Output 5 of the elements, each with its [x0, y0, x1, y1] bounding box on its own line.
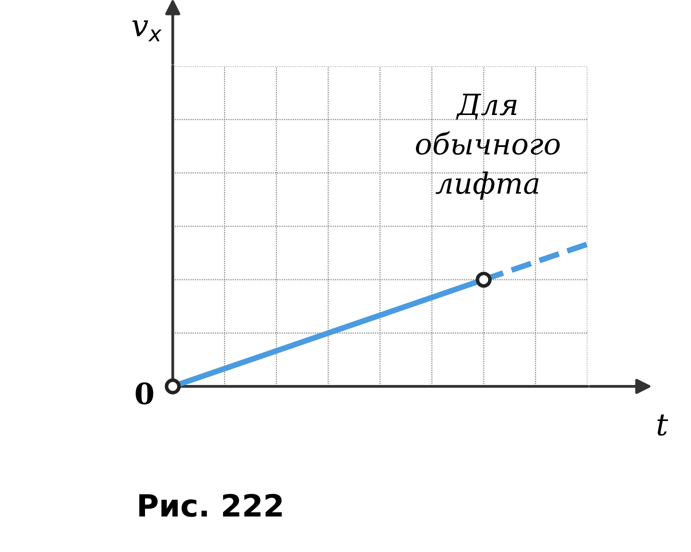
text: Рис. 222 [139, 494, 282, 517]
text: 0 [136, 382, 154, 404]
text: Для обычного лифта [416, 94, 560, 200]
x-axis-title: t [658, 414, 668, 436]
text: v$_{x}$ [132, 20, 162, 42]
